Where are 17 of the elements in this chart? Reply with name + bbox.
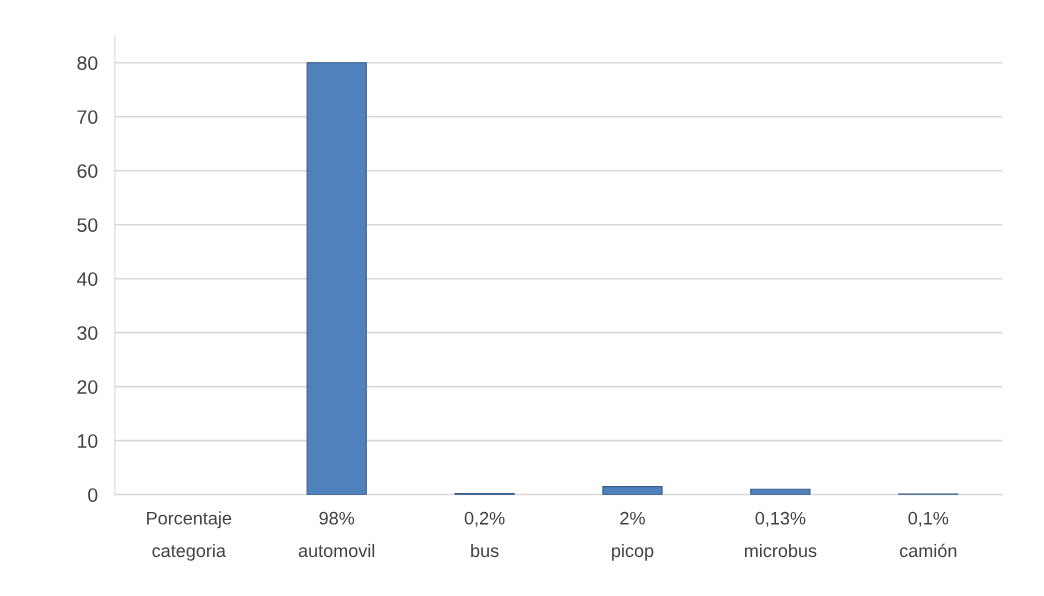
x-tick-label: 0,1% camión <box>899 511 957 558</box>
x-tick-label: 0,2% bus <box>464 511 505 558</box>
x-tick-label: Porcentaje categoria <box>147 511 232 561</box>
bar <box>306 62 367 495</box>
y-tick-label: 40 <box>76 272 98 286</box>
x-tick-label: 2% picop <box>612 511 654 561</box>
y-tick-label: 50 <box>77 218 98 232</box>
y-tick-label: 20 <box>77 380 98 394</box>
x-tick-label: 0,13% microbus <box>744 511 817 558</box>
y-tick-label: 30 <box>77 326 98 340</box>
x-tick-label: 98% automovil <box>298 511 375 558</box>
bar <box>602 486 663 495</box>
y-tick-label: 10 <box>78 434 98 448</box>
y-tick-label: 70 <box>77 110 98 124</box>
y-tick-label: 80 <box>77 56 98 70</box>
y-tick-label: 60 <box>77 164 98 178</box>
y-tick-label: 0 <box>88 488 98 502</box>
